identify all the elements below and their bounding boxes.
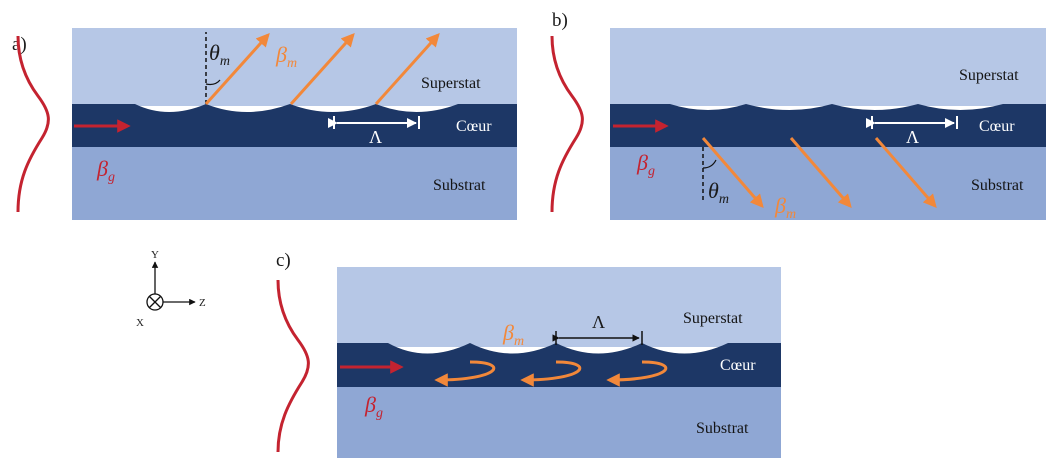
radiated-mode-arrow-2 <box>289 32 355 106</box>
panel-a: a) Superstat Cœur Substrat βg θm βm Λ <box>12 28 517 220</box>
angle-theta-symbol: θm <box>708 178 729 207</box>
substrate-layer <box>72 145 517 220</box>
period-lambda-label: Λ <box>592 312 605 332</box>
substrate-label: Substrat <box>433 177 486 194</box>
reflected-mode-arrow-3 <box>606 360 668 387</box>
superstrate-layer <box>72 28 517 106</box>
x-axis-label: X <box>136 317 144 329</box>
core-label: Cœur <box>456 118 492 135</box>
substrate-layer <box>337 385 781 458</box>
radiated-mode-arrow-3 <box>874 137 937 209</box>
core-layer-corrugated <box>337 343 781 387</box>
angle-arc <box>205 79 221 86</box>
radiated-mode-arrow-1 <box>701 137 764 209</box>
guided-beta-symbol: βg <box>96 156 115 185</box>
superstrate-layer <box>337 267 781 347</box>
panel-label: c) <box>276 250 291 271</box>
gaussian-curve-icon <box>16 35 50 213</box>
reflected-mode-arrow-1 <box>434 360 496 387</box>
core-label: Cœur <box>720 357 756 374</box>
y-axis-label: Y <box>151 249 159 261</box>
superstrate-label: Superstat <box>959 67 1019 84</box>
radiated-mode-arrow-3 <box>374 32 440 106</box>
radiated-beta-symbol: βm <box>275 42 297 71</box>
radiated-beta-symbol: βm <box>774 193 796 222</box>
angle-theta-symbol: θm <box>209 40 230 69</box>
xyz-axes-icon: Y X Z <box>136 249 206 329</box>
substrate-label: Substrat <box>696 420 749 437</box>
gaussian-curve-icon <box>550 35 584 213</box>
reflected-mode-arrow-2 <box>520 360 582 387</box>
gaussian-curve-icon <box>276 279 310 453</box>
period-lambda-label: Λ <box>369 127 382 147</box>
circle-cross-icon <box>146 293 164 311</box>
substrate-label: Substrat <box>971 177 1024 194</box>
radiated-mode-arrow-2 <box>789 137 852 209</box>
superstrate-label: Superstat <box>421 75 481 92</box>
superstrate-label: Superstat <box>683 310 743 327</box>
guided-beta-symbol: βg <box>636 150 655 179</box>
panel-label: b) <box>552 10 568 31</box>
radiated-mode-arrow-1 <box>204 32 270 106</box>
superstrate-layer <box>610 28 1046 106</box>
core-layer-corrugated <box>72 104 517 147</box>
angle-arc <box>702 159 717 169</box>
panel-b: b) Superstat Cœur Substrat βg θm βm Λ <box>550 10 1046 222</box>
reflected-beta-symbol: βm <box>502 320 524 349</box>
core-label: Cœur <box>979 118 1015 135</box>
period-lambda-label: Λ <box>906 127 919 147</box>
guided-beta-symbol: βg <box>364 392 383 421</box>
z-axis-label: Z <box>199 297 206 309</box>
core-layer-corrugated <box>610 104 1046 147</box>
panel-c: c) Superstat Cœur Substrat βg βm Λ <box>276 250 781 458</box>
